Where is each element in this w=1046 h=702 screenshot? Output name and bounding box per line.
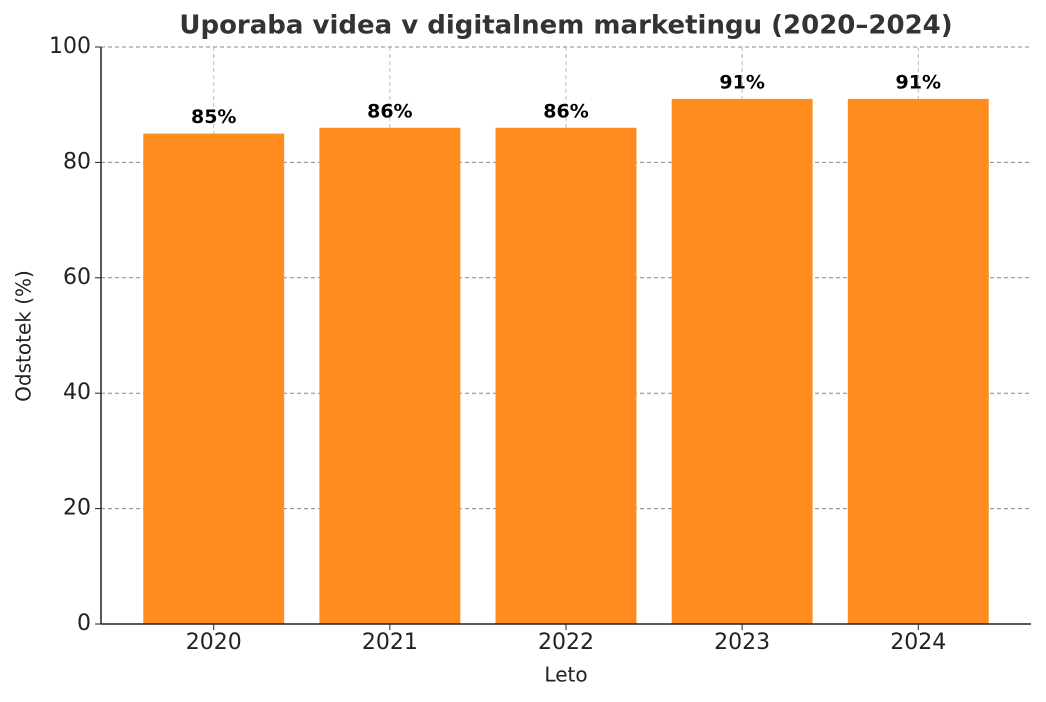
bar: [495, 127, 637, 624]
value-label: 86%: [367, 100, 412, 122]
x-tick-label: 2022: [538, 630, 594, 655]
y-axis-label: Odstotek (%): [12, 270, 36, 402]
bar: [319, 127, 461, 624]
bar: [847, 98, 989, 625]
y-tick-label: 100: [49, 34, 91, 59]
value-label: 91%: [719, 71, 764, 93]
y-tick-label: 60: [63, 265, 91, 290]
x-tick-label: 2020: [186, 630, 242, 655]
bar: [671, 98, 813, 625]
x-tick-label: 2021: [362, 630, 418, 655]
value-label: 85%: [191, 106, 236, 128]
bar: [143, 133, 285, 625]
y-tick-label: 20: [63, 496, 91, 521]
y-tick-label: 80: [63, 149, 91, 174]
y-tick-label: 40: [63, 380, 91, 405]
value-label: 91%: [896, 71, 941, 93]
x-tick-label: 2024: [890, 630, 946, 655]
x-tick-label: 2023: [714, 630, 770, 655]
x-axis-label: Leto: [544, 663, 587, 687]
chart-title: Uporaba videa v digitalnem marketingu (2…: [179, 11, 952, 41]
value-label: 86%: [543, 100, 588, 122]
y-tick-label: 0: [77, 611, 91, 636]
